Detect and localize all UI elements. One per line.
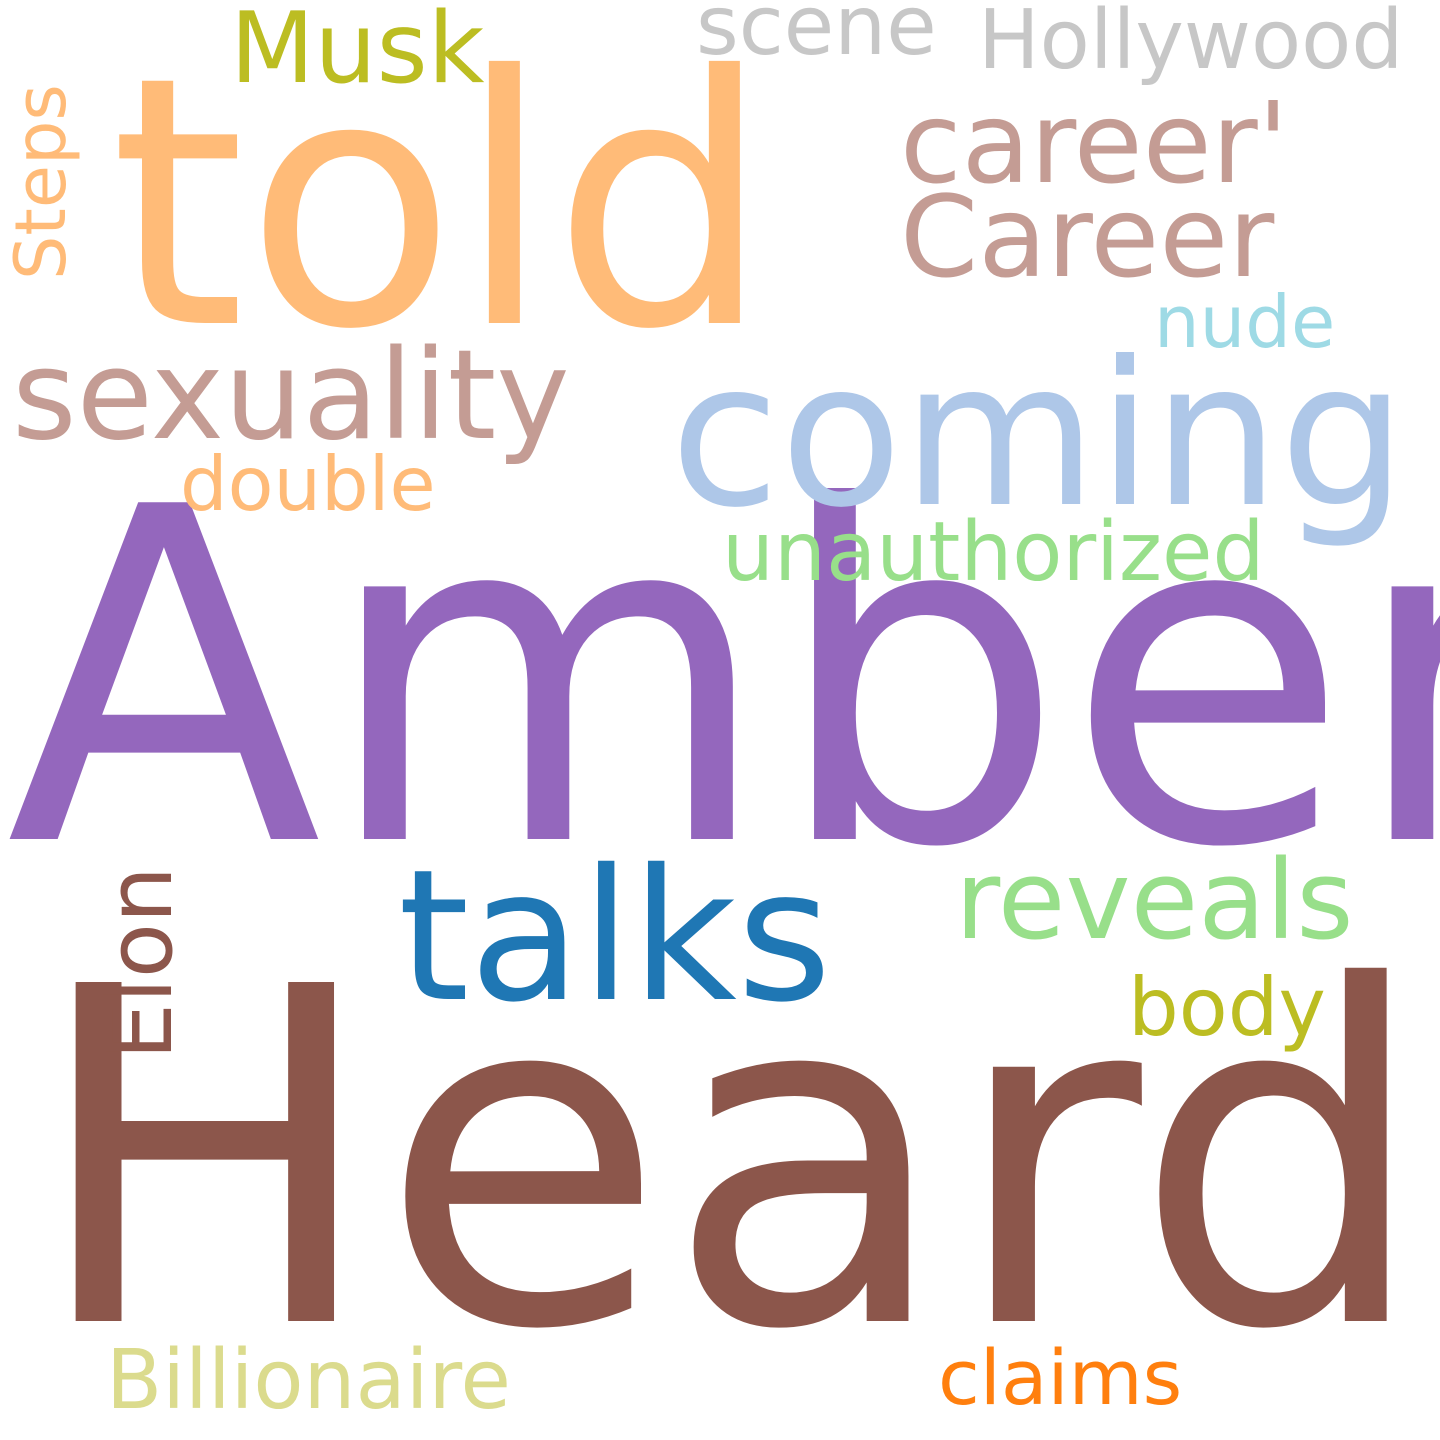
word-steps: Steps — [0, 84, 82, 280]
word-told: told — [110, 4, 772, 405]
word-billionaire: Billionaire — [106, 1333, 511, 1428]
word-career-apos: career' — [900, 79, 1289, 209]
word-talks: talks — [398, 830, 832, 1042]
word-career: Career — [900, 173, 1275, 303]
word-claims: claims — [938, 1333, 1183, 1422]
word-heard: Heard — [30, 889, 1429, 1431]
word-scene: scene — [696, 0, 937, 74]
word-elon: Elon — [88, 866, 193, 1060]
word-coming: coming — [670, 319, 1407, 552]
word-hollywood: Hollywood — [978, 0, 1404, 88]
word-unauthorized: unauthorized — [722, 505, 1265, 600]
word-musk: Musk — [230, 0, 485, 106]
word-nude: nude — [1154, 280, 1336, 364]
word-sexuality: sexuality — [12, 324, 570, 468]
word-reveals: reveals — [955, 836, 1354, 964]
word-body: body — [1128, 961, 1326, 1054]
word-double: double — [180, 440, 436, 528]
word-amber: Amber — [6, 410, 1440, 948]
